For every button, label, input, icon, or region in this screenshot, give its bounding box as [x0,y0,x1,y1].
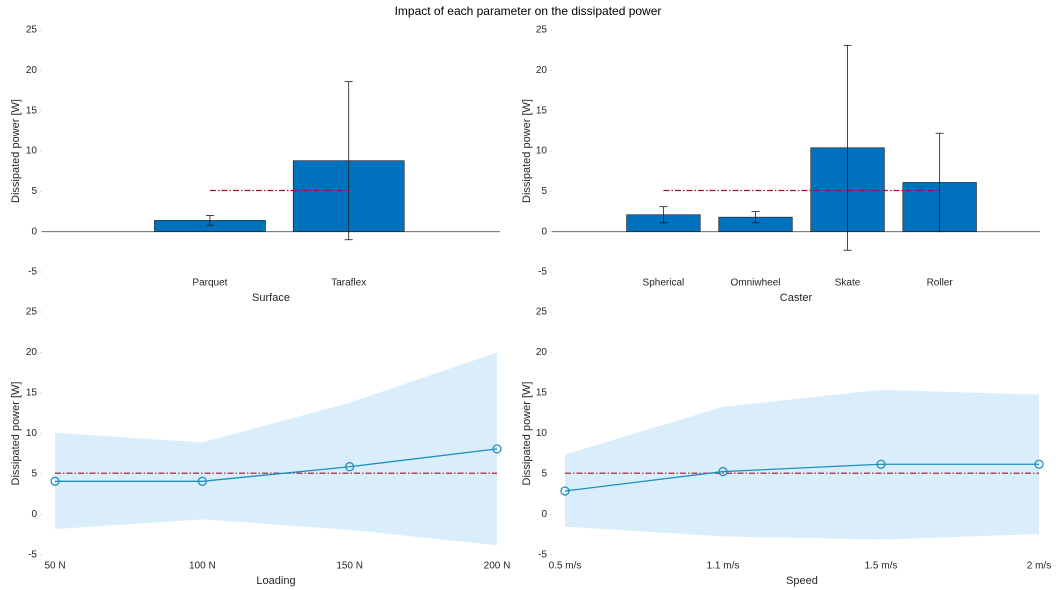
y-tick-label: 0 [31,226,37,237]
marker [492,444,502,454]
y-tick-label: 25 [536,25,548,36]
y-tick-label: 25 [26,307,38,318]
y-axis-label: Dissipated power [W] [10,99,22,203]
x-tick-label: Taraflex [331,278,366,289]
y-axis-label: Dissipated power [W] [521,382,533,486]
y-tick-label: 20 [26,347,38,358]
x-tick-label: Skate [835,278,861,289]
y-tick-label: 5 [31,186,37,197]
x-tick-label: 100 N [189,561,216,572]
y-axis-label: Dissipated power [W] [521,99,533,203]
x-tick-label: 2 m/s [1027,561,1051,572]
x-tick-label: 150 N [336,561,363,572]
y-tick-label: 5 [31,469,37,480]
y-tick-label: 10 [536,428,548,439]
y-tick-label: 0 [541,509,547,520]
y-tick-label: 5 [541,186,547,197]
x-tick-label: Parquet [192,278,227,289]
x-tick-label: Omniwheel [730,278,780,289]
x-axis-label: Surface [252,292,290,304]
band [565,389,1039,540]
marker [50,476,60,486]
y-tick-label: 15 [536,388,548,399]
y-tick-label: 15 [26,388,38,399]
y-tick-label: 15 [536,105,548,116]
band [55,352,497,546]
y-tick-label: 0 [31,509,37,520]
line [55,448,498,482]
figure-title: Impact of each parameter on the dissipat… [395,4,662,18]
y-tick-label: 15 [26,105,38,116]
x-axis-label: Loading [256,575,295,587]
y-tick-label: 10 [536,146,548,157]
x-tick-label: 1.1 m/s [707,561,740,572]
marker [876,459,886,469]
x-tick-label: 50 N [44,561,65,572]
y-tick-label: 10 [26,428,38,439]
y-tick-label: -5 [538,550,547,561]
marker [718,466,728,477]
y-tick-label: 0 [541,226,547,237]
marker [345,462,355,472]
y-axis-label: Dissipated power [W] [10,382,22,486]
x-tick-label: Spherical [643,278,685,289]
y-tick-label: -5 [28,267,37,278]
x-tick-label: Roller [927,278,954,289]
y-tick-label: -5 [538,267,547,278]
y-tick-label: 20 [536,347,548,358]
y-tick-label: 25 [536,307,548,318]
y-tick-label: 10 [26,146,38,157]
x-axis-label: Caster [780,292,813,304]
x-tick-label: 1.5 m/s [865,561,898,572]
y-tick-label: 20 [536,65,548,76]
marker [560,486,570,496]
y-tick-label: 5 [541,469,547,480]
y-tick-label: -5 [28,550,37,561]
x-tick-label: 200 N [484,561,511,572]
marker [1034,459,1044,469]
line [564,463,1039,492]
x-axis-label: Speed [786,575,818,587]
x-tick-label: 0.5 m/s [549,561,582,572]
marker [197,476,207,486]
y-tick-label: 25 [26,25,38,36]
y-tick-label: 20 [26,65,38,76]
